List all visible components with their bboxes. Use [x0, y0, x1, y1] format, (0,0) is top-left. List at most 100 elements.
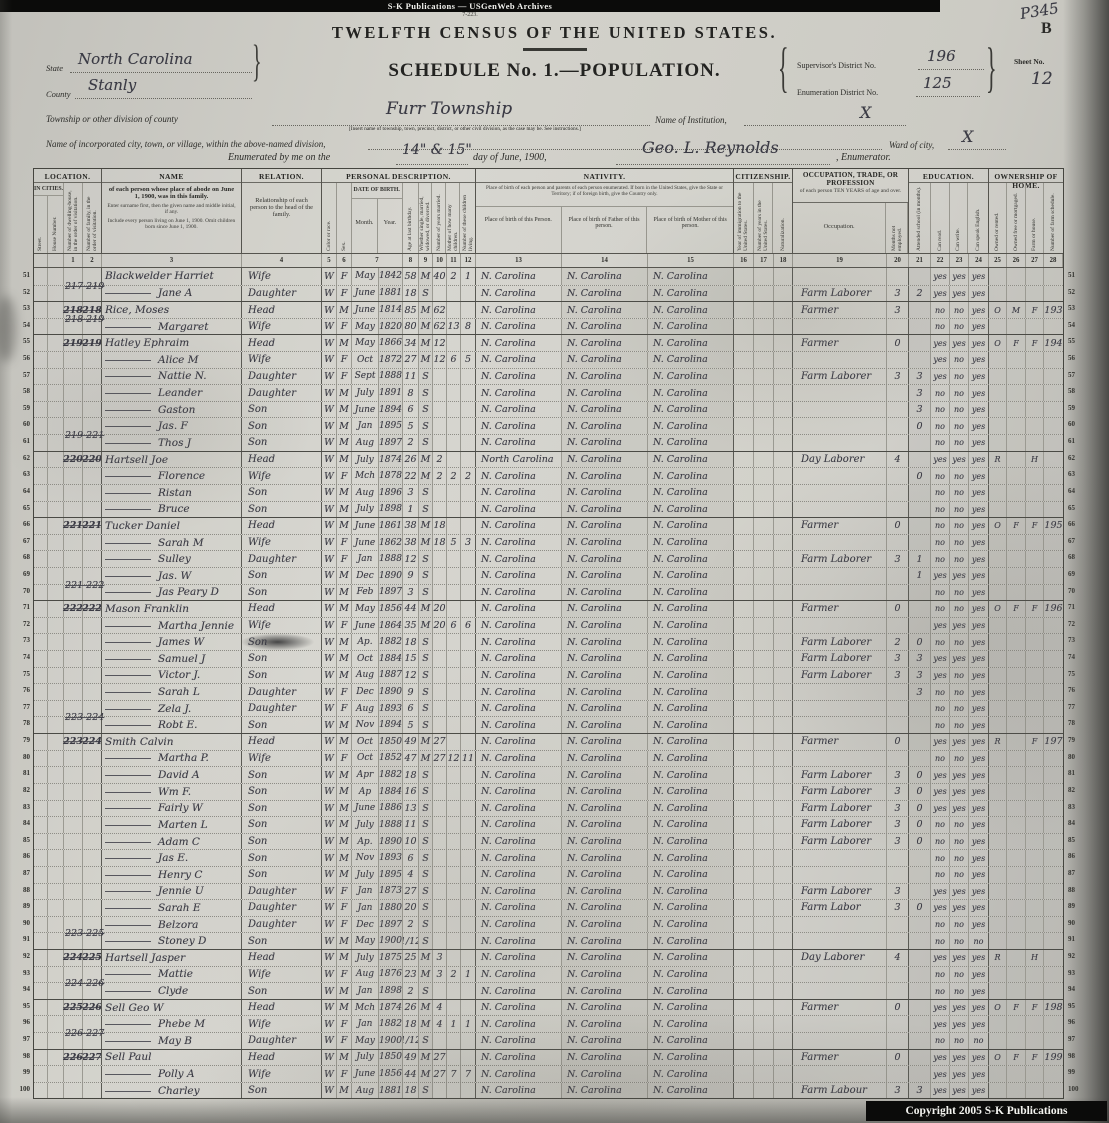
cell-sc	[909, 584, 931, 601]
cell-fr: F	[1007, 601, 1026, 617]
cell-rd: yes	[931, 1066, 950, 1082]
institution-value: X	[860, 103, 872, 122]
cell-mn: 0	[887, 601, 909, 617]
cell-ag: 49	[403, 1049, 419, 1066]
cell-yus	[754, 750, 774, 767]
cell-fh	[1026, 318, 1044, 335]
cell-imm	[734, 900, 754, 916]
ditto-dash	[105, 426, 151, 428]
cell-nat	[774, 783, 793, 800]
cell-nat	[774, 335, 793, 352]
cell-house	[48, 767, 64, 783]
immigration-column-label: Year of immigration to the United States…	[737, 192, 750, 251]
table-row: Martha P. Wife W F Oct 1852 47 M 27 12 11 N. Caroli…	[34, 749, 1063, 767]
cell-mr: M	[419, 518, 433, 534]
cell-yus	[754, 850, 774, 866]
cell-street	[34, 900, 48, 916]
row-number: 100	[1068, 1084, 1079, 1093]
cell-street	[34, 484, 48, 501]
cell-yus	[754, 883, 774, 900]
cell-house	[48, 1016, 64, 1033]
cell-mn	[887, 983, 909, 999]
column-number: 27	[1026, 254, 1044, 267]
cell-d	[64, 534, 83, 551]
cell-bm: Dec	[352, 916, 379, 933]
cell-f: 218	[83, 302, 102, 318]
cell-house	[48, 966, 64, 983]
table-row: Jas E. Son W M Nov 1893 6 S N. Carolina N. Caroli…	[34, 849, 1063, 866]
cell-pb: N. Carolina	[476, 850, 562, 866]
cell-sc	[909, 518, 931, 534]
cell-sx: M	[337, 385, 352, 401]
cell-sx: F	[337, 900, 352, 916]
cell-pm: N. Carolina	[648, 883, 734, 900]
cell-mn	[887, 435, 909, 451]
cell-nat	[774, 866, 793, 883]
cell-street	[34, 567, 48, 584]
cell-li	[461, 1049, 476, 1066]
column-number: 7	[352, 254, 403, 267]
ditto-dash	[105, 891, 151, 893]
cell-d: 218	[63, 302, 83, 318]
cell-f	[83, 1066, 102, 1082]
cell-fh	[1026, 1016, 1044, 1033]
cell-bm: Aug	[352, 966, 379, 983]
cell-pb: N. Carolina	[476, 268, 562, 285]
cell-nat	[774, 817, 793, 833]
cell-rd: no	[931, 933, 950, 949]
cell-li: 7	[461, 1066, 476, 1082]
table-row: Blackwelder Harriet Wife W F May 1842 58 M 40 2 1 N…	[34, 268, 1063, 285]
cell-bm: July	[352, 1049, 379, 1066]
cell-ow	[989, 484, 1007, 501]
state-label: State	[46, 63, 63, 73]
cell-street	[34, 551, 48, 567]
cell-nm: Sarah L	[102, 684, 242, 700]
cell-ra: W	[322, 318, 337, 335]
ditto-dash	[105, 791, 151, 793]
cell-mr: S	[419, 850, 433, 866]
column-number: 22	[931, 254, 950, 267]
cell-pb: N. Carolina	[476, 949, 562, 966]
cell-fh	[1026, 285, 1044, 302]
ditto-dash	[105, 326, 151, 328]
cell-nm: Rice, Moses	[102, 302, 242, 318]
cell-nat	[774, 484, 793, 501]
table-row: 219 221 Thos J Son W M Aug 1897 2 S N. Carolina N.…	[34, 430, 1063, 451]
cell-fr	[1007, 933, 1026, 949]
cell-fr	[1007, 700, 1026, 717]
cell-pm: N. Carolina	[648, 634, 734, 651]
cell-ym	[433, 933, 447, 949]
cell-f	[83, 385, 102, 401]
row-number: 90	[1068, 918, 1075, 927]
cell-pf: N. Carolina	[562, 999, 648, 1016]
cell-en: yes	[969, 401, 989, 418]
cell-nat	[774, 734, 793, 750]
cell-nat	[774, 833, 793, 850]
cell-mr: S	[419, 767, 433, 783]
cell-li	[461, 983, 476, 999]
cell-street	[34, 435, 48, 451]
column-number: 9	[419, 254, 433, 267]
cell-nat	[774, 1016, 793, 1033]
cell-street	[34, 983, 48, 999]
cell-rl: Wife	[242, 468, 322, 484]
cell-rd: no	[931, 817, 950, 833]
cell-pf: N. Carolina	[562, 734, 648, 750]
cell-pm: N. Carolina	[648, 750, 734, 767]
cell-pb: N. Carolina	[476, 435, 562, 451]
cell-fr	[1007, 368, 1026, 385]
cell-rd: yes	[931, 1049, 950, 1066]
cell-street	[34, 966, 48, 983]
cell-sx: M	[337, 302, 352, 318]
column-number-row: 1 2 3 4 5 6 7 8 9 10 11 12 13 14 15 16 17 18 19 20 21 22 23 24 2…	[34, 254, 1063, 268]
cell-rl: Son	[242, 933, 322, 949]
years-us-column-label: Number of years in the United States.	[756, 200, 769, 251]
cell-pf: N. Carolina	[562, 534, 648, 551]
cell-by: 1888	[379, 368, 403, 385]
cell-li	[461, 850, 476, 866]
cell-house	[48, 418, 64, 435]
cell-street	[34, 866, 48, 883]
cell-rl: Son	[242, 767, 322, 783]
cell-mo: 2	[447, 966, 461, 983]
